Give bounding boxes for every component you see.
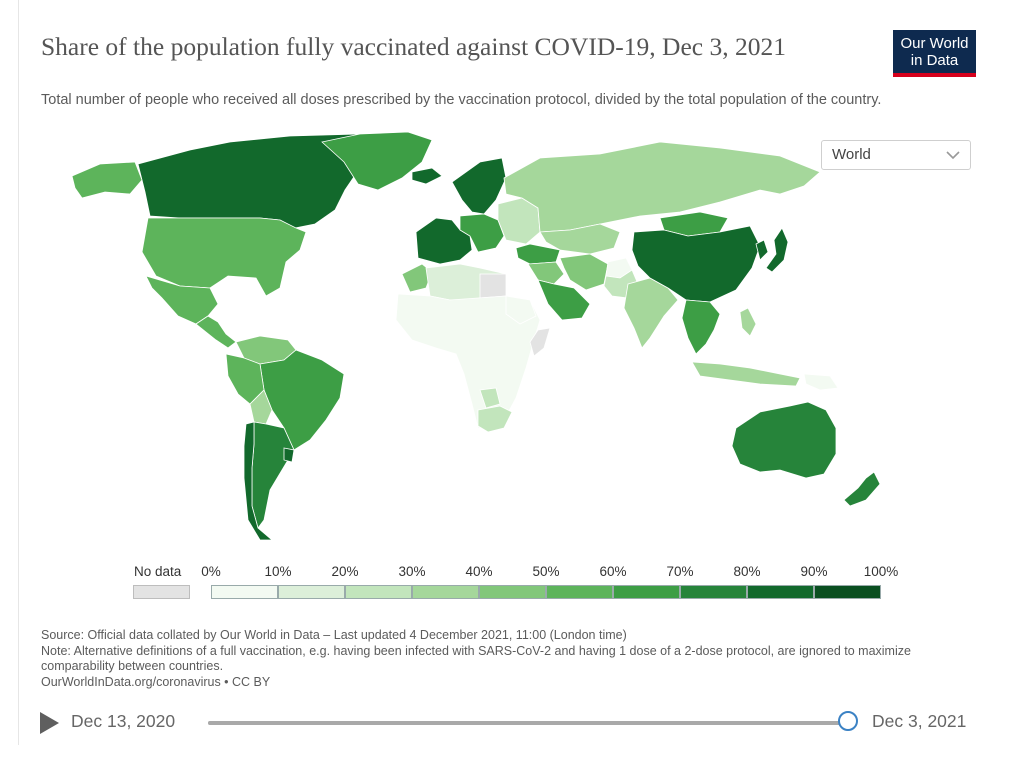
- region-sudan[interactable]: [505, 295, 537, 325]
- legend-tick-label: 30%: [398, 564, 426, 579]
- region-papua-new-guinea[interactable]: [803, 373, 839, 391]
- timeline-fill: [208, 721, 848, 725]
- legend-tick-label: 20%: [331, 564, 359, 579]
- region-southeast-asia[interactable]: [681, 299, 721, 355]
- legend-bin[interactable]: [479, 585, 546, 599]
- legend-bin[interactable]: [814, 585, 881, 599]
- chart-footer: Source: Official data collated by Our Wo…: [41, 628, 941, 690]
- region-south-africa[interactable]: [477, 405, 513, 433]
- region-new-zealand[interactable]: [843, 471, 881, 507]
- legend-bin[interactable]: [747, 585, 814, 599]
- legend-bin[interactable]: [278, 585, 345, 599]
- region-saudi-arabia[interactable]: [537, 279, 591, 321]
- legend-tick-label: 50%: [532, 564, 560, 579]
- world-map[interactable]: [60, 128, 920, 558]
- owid-logo[interactable]: Our World in Data: [893, 30, 976, 77]
- chart-subtitle: Total number of people who received all …: [41, 92, 882, 108]
- region-argentina[interactable]: [251, 421, 295, 529]
- play-icon[interactable]: [40, 712, 59, 734]
- legend-bin[interactable]: [345, 585, 412, 599]
- region-korea[interactable]: [755, 239, 769, 261]
- legend-bin[interactable]: [412, 585, 479, 599]
- region-turkey[interactable]: [515, 243, 561, 265]
- source-link[interactable]: OurWorldInData.org/coronavirus • CC BY: [41, 674, 271, 689]
- legend-tick-label: 10%: [264, 564, 292, 579]
- no-data-label: No data: [134, 564, 182, 579]
- region-japan[interactable]: [765, 227, 789, 273]
- no-data-swatch[interactable]: [133, 585, 190, 599]
- region-chile[interactable]: [243, 421, 274, 541]
- timeline: Dec 13, 2020 Dec 3, 2021: [40, 708, 980, 738]
- region-somalia[interactable]: [529, 327, 551, 357]
- region-middle-east[interactable]: [527, 261, 565, 285]
- region-central-america[interactable]: [195, 315, 237, 349]
- legend-tick-label: 90%: [800, 564, 828, 579]
- region-greenland[interactable]: [321, 131, 433, 191]
- timeline-track[interactable]: [208, 721, 848, 725]
- legend-bin[interactable]: [613, 585, 680, 599]
- region-australia[interactable]: [731, 401, 837, 479]
- region-philippines[interactable]: [739, 307, 757, 337]
- legend-bin[interactable]: [211, 585, 278, 599]
- region-russia[interactable]: [503, 141, 821, 233]
- region-kazakhstan[interactable]: [539, 223, 621, 255]
- legend-tick-label: 60%: [599, 564, 627, 579]
- region-libya[interactable]: [479, 273, 507, 299]
- region-selector[interactable]: World: [821, 140, 971, 170]
- timeline-end-label[interactable]: Dec 3, 2021: [872, 711, 967, 731]
- legend-tick-label: 40%: [465, 564, 493, 579]
- region-central-europe[interactable]: [459, 213, 505, 253]
- timeline-handle[interactable]: [838, 711, 858, 731]
- region-scandinavia[interactable]: [451, 157, 507, 215]
- region-bolivia[interactable]: [249, 389, 273, 425]
- legend-bins: [211, 585, 881, 599]
- region-alaska[interactable]: [71, 161, 143, 199]
- region-indonesia[interactable]: [691, 361, 801, 387]
- legend-tick-label: 70%: [666, 564, 694, 579]
- legend-tick-label: 80%: [733, 564, 761, 579]
- legend-bin[interactable]: [546, 585, 613, 599]
- note-text: Note: Alternative definitions of a full …: [41, 643, 911, 674]
- region-western-europe[interactable]: [415, 217, 473, 265]
- frame-border: [18, 0, 19, 745]
- region-iran[interactable]: [559, 253, 609, 291]
- chart-title: Share of the population fully vaccinated…: [41, 32, 786, 61]
- region-united-states[interactable]: [141, 217, 307, 297]
- legend-bin[interactable]: [680, 585, 747, 599]
- legend-tick-label: 100%: [863, 564, 899, 579]
- region-uruguay[interactable]: [283, 447, 295, 463]
- region-iceland[interactable]: [411, 167, 443, 185]
- region-botswana[interactable]: [479, 387, 501, 409]
- legend-tick-label: 0%: [201, 564, 221, 579]
- timeline-start-label[interactable]: Dec 13, 2020: [71, 711, 176, 731]
- chevron-down-icon: [946, 151, 960, 160]
- color-legend: No data 0% 10% 20% 30% 40% 50% 60% 70% 80% 90% 100…: [130, 562, 920, 604]
- source-text: Source: Official data collated by Our Wo…: [41, 628, 627, 642]
- region-selector-value: World: [832, 146, 871, 163]
- region-china[interactable]: [631, 225, 761, 303]
